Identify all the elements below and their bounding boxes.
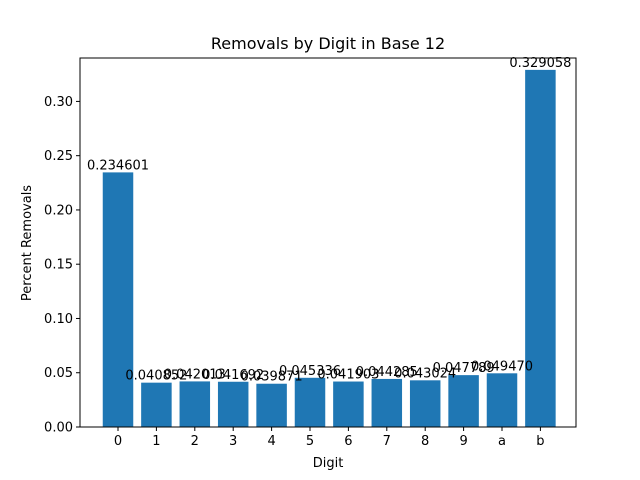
value-label-6: 0.041903	[317, 368, 379, 383]
bar-b	[525, 69, 556, 427]
value-label-4: 0.039871	[241, 370, 303, 385]
bar-0	[102, 172, 134, 427]
y-tick-label-0.10: 0.10	[44, 312, 73, 327]
x-tick-label-1: 1	[152, 434, 160, 449]
axes-layer: 0 1 2 3 4 5 6 7 8 9 a b 0.00 0.05 0.10 0.15 0.20 0.25 0.30	[44, 57, 577, 449]
x-tick-label-a: a	[498, 434, 506, 449]
bar-6	[333, 381, 364, 427]
y-tick-label-0.25: 0.25	[44, 149, 73, 164]
bar-8	[409, 380, 441, 427]
bar-4	[256, 383, 287, 427]
bar-7	[371, 378, 403, 427]
y-tick-label-0.00: 0.00	[44, 421, 73, 436]
x-tick-label-8: 8	[421, 434, 429, 449]
value-label-b: 0.329058	[509, 56, 571, 71]
plot-frame	[79, 57, 577, 428]
chart-title: Removals by Digit in Base 12	[211, 34, 445, 53]
y-tick-label-0.05: 0.05	[44, 366, 73, 381]
x-tick-label-3: 3	[229, 434, 237, 449]
x-tick-label-9: 9	[459, 434, 467, 449]
x-tick-label-7: 7	[383, 434, 391, 449]
value-label-9: 0.047789	[433, 361, 495, 376]
x-tick-label-b: b	[536, 434, 544, 449]
value-label-5: 0.045336	[279, 364, 341, 379]
value-label-1: 0.040852	[125, 369, 187, 384]
bars-layer	[102, 69, 556, 427]
x-tick-label-6: 6	[344, 434, 352, 449]
y-tick-label-0.30: 0.30	[44, 95, 73, 110]
value-label-7: 0.044285	[356, 365, 418, 380]
bar-5	[294, 377, 326, 427]
value-label-0: 0.234601	[87, 158, 149, 173]
value-label-8: 0.043024	[394, 366, 456, 381]
bar-2	[179, 381, 211, 427]
bar-9	[448, 375, 479, 427]
x-tick-label-4: 4	[267, 434, 275, 449]
x-tick-label-0: 0	[114, 434, 122, 449]
bar-a	[486, 373, 518, 427]
value-label-a: 0.049470	[471, 359, 533, 374]
value-label-2: 0.042013	[164, 367, 226, 382]
x-tick-label-5: 5	[306, 434, 314, 449]
bar-1	[141, 382, 172, 427]
y-tick-label-0.20: 0.20	[44, 203, 73, 218]
x-axis-label: Digit	[313, 456, 344, 471]
bar-3	[217, 381, 249, 427]
value-labels-layer: 0.234601 0.0408520.0420130.0416920.039871…	[87, 56, 571, 385]
x-tick-label-2: 2	[191, 434, 199, 449]
y-tick-label-0.15: 0.15	[44, 258, 73, 273]
value-label-3: 0.041692	[202, 368, 264, 383]
y-axis-label: Percent Removals	[20, 185, 35, 301]
